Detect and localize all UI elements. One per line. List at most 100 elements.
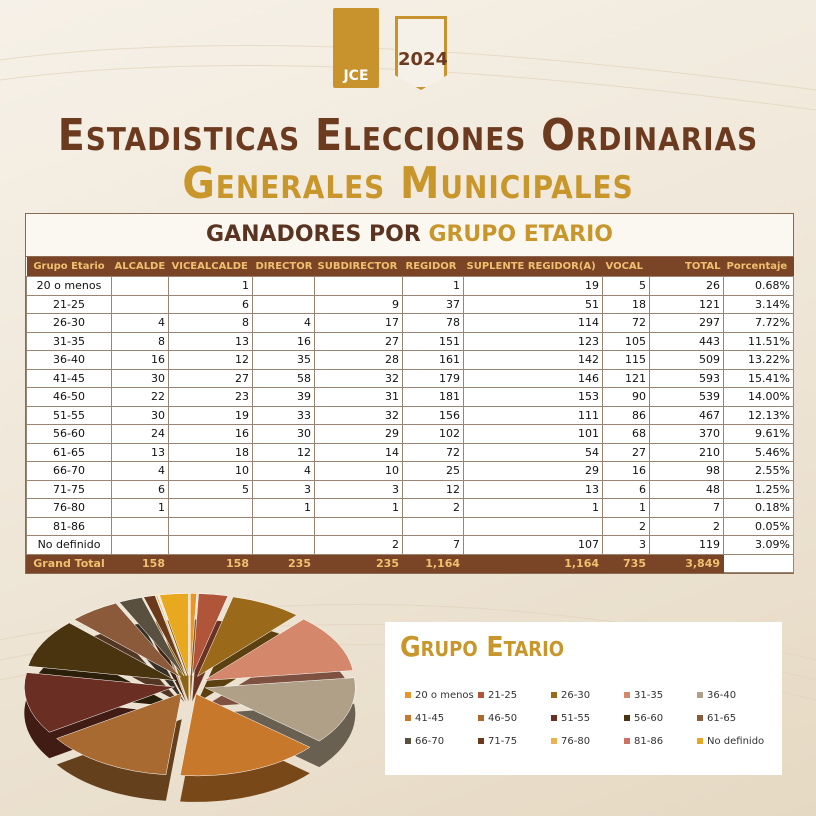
pie-slice [196, 596, 298, 678]
table-cell: 1 [602, 498, 650, 518]
legend-swatch [478, 692, 484, 698]
table-cell: 1 [463, 498, 603, 518]
table-cell: 5 [168, 479, 253, 499]
total-cell: 735 [602, 553, 650, 573]
table-panel: GANADORES POR GRUPO ETARIO Grupo Etario A… [25, 213, 794, 574]
table-cell: 30 [252, 424, 315, 444]
table-cell: 1 [314, 498, 403, 518]
table-cell: 181 [402, 387, 464, 407]
table-cell: 9 [314, 294, 403, 314]
table-cell: No definido [26, 535, 112, 555]
legend-entry: 51-55 [551, 713, 590, 724]
table-cell: 9.61% [723, 424, 794, 444]
table-cell: 12 [402, 479, 464, 499]
table-cell: 467 [649, 405, 724, 425]
table-cell: 51 [463, 294, 603, 314]
legend-swatch [478, 715, 484, 721]
legend-label: 56-60 [634, 713, 664, 724]
pie-slice [179, 693, 311, 777]
table-cell: 28 [314, 350, 403, 370]
legend-entry: 81-86 [624, 736, 663, 747]
table-cell: 12 [252, 442, 315, 462]
table-cell: 3 [602, 535, 650, 555]
table-cell [168, 498, 253, 518]
table-cell: 30 [111, 405, 169, 425]
table-cell: 101 [463, 424, 603, 444]
table-cell: 13 [463, 479, 603, 499]
table-cell [168, 516, 253, 536]
table-cell: 71-75 [26, 479, 112, 499]
table-cell: 14.00% [723, 387, 794, 407]
legend-entry: 26-30 [551, 690, 590, 701]
legend-entry: 20 o menos [405, 690, 474, 701]
table-row: 31-35 8 13 16 27 151 123 105 443 11.51% [26, 331, 794, 351]
total-cell: 158 [111, 553, 169, 573]
table-cell: 102 [402, 424, 464, 444]
table-cell: 8 [168, 313, 253, 333]
total-cell: 235 [252, 553, 315, 573]
table-cell [252, 276, 315, 296]
legend-swatch [551, 692, 557, 698]
legend-swatch [405, 692, 411, 698]
table-cell: 111 [463, 405, 603, 425]
table-cell: 5.46% [723, 442, 794, 462]
table-cell: 114 [463, 313, 603, 333]
table-cell: 119 [649, 535, 724, 555]
table-row: 21-25 6 9 37 51 18 121 3.14% [26, 294, 794, 314]
table-row: 51-55 30 19 33 32 156 111 86 467 12.13% [26, 405, 794, 425]
table-cell: 153 [463, 387, 603, 407]
legend-swatch [478, 738, 484, 744]
pie-slice [205, 677, 356, 742]
table-cell: 107 [463, 535, 603, 555]
legend-label: No definido [707, 736, 765, 747]
total-row: Grand Total 158 158 235 235 1,164 1,164 735 3,84… [26, 553, 794, 573]
table-cell: 2 [314, 535, 403, 555]
table-row: 36-40 16 12 35 28 161 142 115 509 13.22% [26, 350, 794, 370]
legend-label: 26-30 [561, 690, 591, 701]
pie-slice [192, 593, 229, 676]
logos: JCE 2024 [333, 8, 451, 92]
table-cell: 1 [402, 276, 464, 296]
table-title-highlight: GRUPO ETARIO [428, 222, 613, 247]
table-cell: 19 [168, 405, 253, 425]
pie-slice [73, 602, 181, 678]
legend-entry: 31-35 [624, 690, 663, 701]
table-cell: 2.55% [723, 461, 794, 481]
table-row: 41-45 30 27 58 32 179 146 121 593 15.41% [26, 368, 794, 388]
table-cell: 6 [111, 479, 169, 499]
table-cell [402, 516, 464, 536]
total-cell [723, 553, 794, 573]
table-cell: 443 [649, 331, 724, 351]
legend-swatch [624, 692, 630, 698]
total-cell: 235 [314, 553, 403, 573]
table-cell [252, 294, 315, 314]
table-row: 46-50 22 23 39 31 181 153 90 539 14.00% [26, 387, 794, 407]
total-cell: 1,164 [402, 553, 464, 573]
legend-swatch [405, 738, 411, 744]
table-cell: 12 [168, 350, 253, 370]
table-cell: 36-40 [26, 350, 112, 370]
total-cell: 1,164 [463, 553, 603, 573]
total-cell: 158 [168, 553, 253, 573]
table-cell: 32 [314, 368, 403, 388]
table-cell: 37 [402, 294, 464, 314]
table-cell: 81-86 [26, 516, 112, 536]
table-cell: 10 [314, 461, 403, 481]
table-cell: 86 [602, 405, 650, 425]
pie-slice [190, 593, 197, 676]
table-cell [252, 516, 315, 536]
legend-swatch [624, 738, 630, 744]
table-title-text: GANADORES POR [206, 222, 421, 247]
legend-label: 21-25 [488, 690, 518, 701]
table-cell: 115 [602, 350, 650, 370]
legend-label: 20 o menos [415, 690, 474, 701]
table-cell: 72 [602, 313, 650, 333]
table-row: 81-86 2 2 0.05% [26, 516, 794, 536]
table-cell: 30 [111, 368, 169, 388]
table-cell [314, 276, 403, 296]
table-title: GANADORES POR GRUPO ETARIO [26, 214, 793, 257]
pie-slice [27, 622, 176, 681]
table-cell: 33 [252, 405, 315, 425]
legend-swatch [405, 715, 411, 721]
pie-chart [24, 593, 356, 802]
